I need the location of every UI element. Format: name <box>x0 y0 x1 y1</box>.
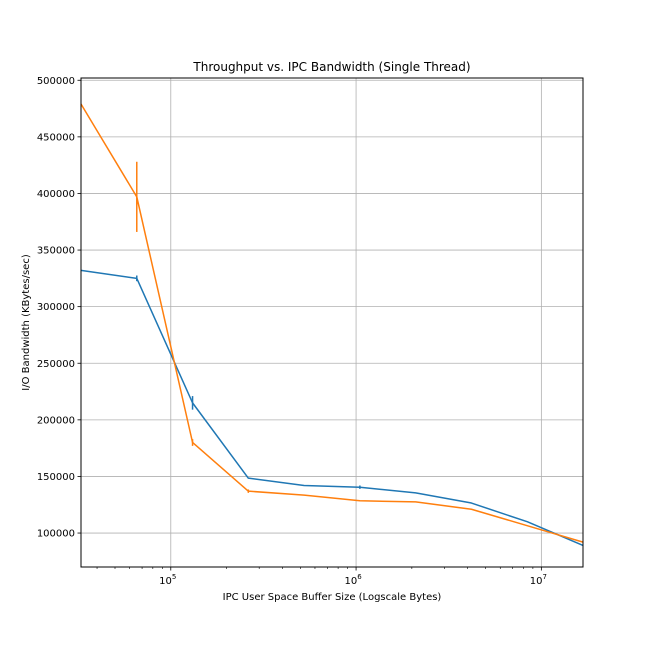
x-tick-label: 107 <box>530 573 547 587</box>
x-tick-label-base: 10 <box>530 576 543 587</box>
x-axis-label: IPC User Space Buffer Size (Logscale Byt… <box>223 592 442 603</box>
ticks: 100000 150000 200000 250000 300000 350000 4000… <box>37 76 547 587</box>
y-tick-label: 450000 <box>37 132 75 143</box>
chart-title: Throughput vs. IPC Bandwidth (Single Thr… <box>192 60 470 74</box>
y-tick-label: 350000 <box>37 246 75 257</box>
y-tick-label: 150000 <box>37 472 75 483</box>
y-tick-label: 100000 <box>37 529 75 540</box>
y-tick-label: 500000 <box>37 76 75 87</box>
y-tick-label: 400000 <box>37 189 75 200</box>
y-tick-label: 250000 <box>37 359 75 370</box>
y-axis-label: I/O Bandwidth (KBytes/sec) <box>21 254 32 391</box>
x-tick-label: 105 <box>159 573 176 587</box>
plot-frame <box>80 77 584 568</box>
series-layer <box>80 103 584 547</box>
series-1-line <box>80 269 584 547</box>
x-tick-label: 106 <box>344 573 362 587</box>
y-tick-label: 200000 <box>37 415 75 426</box>
series-2-line <box>80 103 584 543</box>
x-tick-label-exponent: 6 <box>357 573 362 581</box>
x-tick-label-base: 10 <box>344 576 357 587</box>
x-tick-label-base: 10 <box>159 576 172 587</box>
y-tick-label: 300000 <box>37 302 75 313</box>
x-tick-label-exponent: 7 <box>542 573 546 581</box>
x-tick-label-exponent: 5 <box>172 573 176 581</box>
grid <box>81 78 583 567</box>
